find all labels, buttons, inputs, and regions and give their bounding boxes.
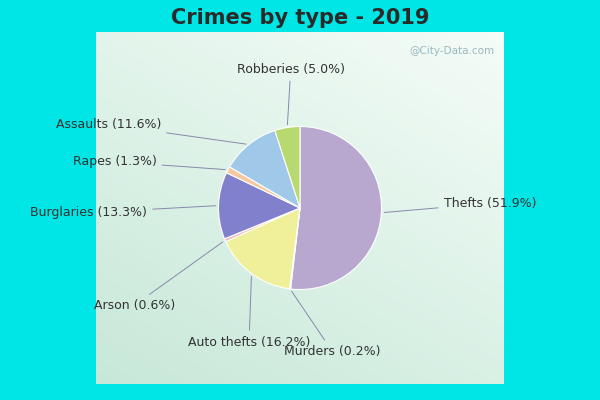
Text: Robberies (5.0%): Robberies (5.0%) <box>237 62 345 125</box>
Text: Rapes (1.3%): Rapes (1.3%) <box>73 155 225 170</box>
Wedge shape <box>218 173 300 239</box>
Wedge shape <box>290 126 382 290</box>
Wedge shape <box>275 126 300 208</box>
Text: Arson (0.6%): Arson (0.6%) <box>94 242 223 312</box>
Text: Thefts (51.9%): Thefts (51.9%) <box>384 197 536 212</box>
Text: Murders (0.2%): Murders (0.2%) <box>284 291 380 358</box>
Text: Assaults (11.6%): Assaults (11.6%) <box>56 118 246 144</box>
Text: @City-Data.com: @City-Data.com <box>409 46 494 56</box>
Text: Crimes by type - 2019: Crimes by type - 2019 <box>171 8 429 28</box>
Wedge shape <box>230 130 300 208</box>
Text: Burglaries (13.3%): Burglaries (13.3%) <box>30 206 216 219</box>
Wedge shape <box>226 208 300 289</box>
Wedge shape <box>290 208 300 289</box>
Wedge shape <box>227 167 300 208</box>
Text: Auto thefts (16.2%): Auto thefts (16.2%) <box>188 276 310 349</box>
Wedge shape <box>224 208 300 242</box>
